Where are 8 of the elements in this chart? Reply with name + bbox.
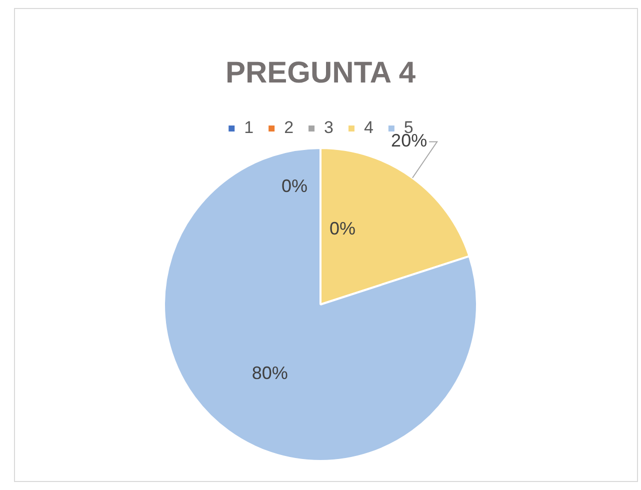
chart-title: PREGUNTA 4 — [225, 56, 416, 90]
legend-label: 4 — [364, 118, 374, 138]
data-label: 80% — [252, 363, 288, 384]
legend-label: 3 — [324, 118, 334, 138]
text: 0% — [329, 218, 356, 238]
legend-label: 1 — [244, 118, 254, 138]
legend-label: 2 — [284, 118, 294, 138]
text: 0% — [281, 176, 308, 196]
